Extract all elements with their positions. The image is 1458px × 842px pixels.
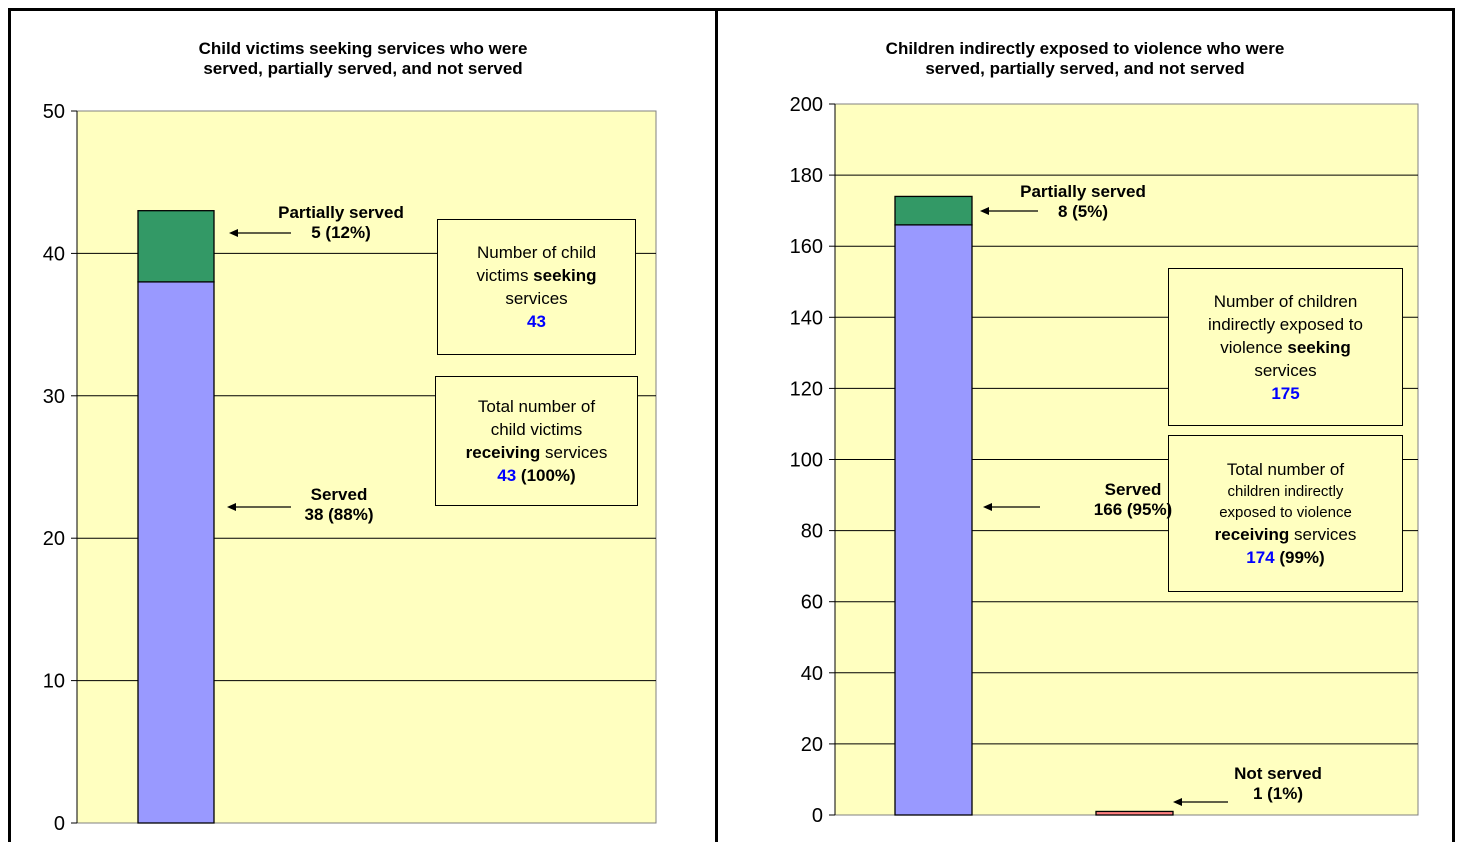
bar-segment-served — [894, 224, 973, 816]
chart-panel-child-victims: Child victims seeking services who were … — [8, 8, 718, 842]
seeking-count: 43 — [527, 312, 546, 331]
y-tick-label: 0 — [54, 813, 65, 835]
receiving-services-box: Total number of children indirectly expo… — [1168, 435, 1403, 592]
y-tick-label: 160 — [790, 236, 823, 258]
chart-title-line-2: served, partially served, and not served — [203, 59, 523, 78]
served-annotation: Served 166 (95%) — [1093, 480, 1173, 519]
bar-segment-served — [137, 281, 215, 824]
box-line: child victims — [490, 420, 583, 439]
y-tick-label: 20 — [43, 528, 65, 550]
chart-title-line-1: Child victims seeking services who were — [198, 39, 528, 58]
partially-served-annotation: Partially served 5 (12%) — [278, 203, 404, 242]
receiving-services-box: Total number of child victims receiving … — [435, 376, 638, 506]
box-line: exposed to violence — [1219, 504, 1352, 521]
annotation-arrow-head — [227, 503, 236, 511]
annotation-arrow-head — [983, 503, 992, 511]
chart-panel-indirectly-exposed: Children indirectly exposed to violence … — [715, 8, 1455, 842]
chart-title: Children indirectly exposed to violence … — [718, 39, 1452, 79]
y-tick-label: 60 — [801, 592, 823, 614]
box-line: 174 (99%) — [1246, 548, 1325, 567]
box-line: Number of children — [1213, 291, 1358, 311]
y-tick-label: 30 — [43, 386, 65, 408]
chart-title: Child victims seeking services who were … — [11, 39, 715, 79]
box-line: Number of child — [476, 243, 597, 262]
bar-segment-not-served — [1095, 810, 1174, 816]
y-tick-label: 20 — [801, 734, 823, 756]
box-line: indirectly exposed to — [1208, 314, 1363, 334]
box-line: Total number of — [1226, 460, 1345, 479]
annotation-arrow-head — [980, 207, 989, 215]
seeking-count: 175 — [1271, 383, 1300, 403]
chart-svg: 0 20 40 60 80 100 120 140 160 180 200 — [790, 94, 1419, 827]
y-tick-label: 140 — [790, 307, 823, 329]
seeking-services-box: Number of children indirectly exposed to… — [1168, 268, 1403, 426]
box-line: children indirectly — [1227, 483, 1344, 500]
y-tick-label: 40 — [43, 243, 65, 265]
annotation-arrow-head — [229, 229, 238, 237]
chart-title-line-2: served, partially served, and not served — [925, 59, 1245, 78]
box-line: services — [1254, 360, 1317, 380]
chart-title-line-1: Children indirectly exposed to violence … — [885, 39, 1285, 58]
y-tick-label: 100 — [790, 450, 823, 472]
seeking-services-box: Number of child victims seeking services… — [437, 219, 636, 355]
box-line: 43 (100%) — [497, 466, 576, 485]
y-tick-label: 180 — [790, 165, 823, 187]
box-line: services — [505, 289, 568, 308]
not-served-annotation: Not served 1 (1%) — [1234, 764, 1322, 803]
box-line: receiving services — [1214, 525, 1357, 544]
y-tick-label: 10 — [43, 671, 65, 693]
box-line: receiving services — [465, 443, 608, 462]
box-line: violence seeking — [1220, 337, 1351, 357]
y-tick-label: 80 — [801, 521, 823, 543]
y-tick-label: 200 — [790, 94, 823, 116]
y-tick-label: 0 — [812, 805, 823, 827]
served-annotation: Served 38 (88%) — [304, 485, 374, 524]
bar-segment-partially-served — [137, 210, 215, 283]
y-tick-label: 50 — [43, 101, 65, 123]
bar-segment-partially-served — [894, 195, 973, 226]
box-line: victims seeking — [476, 266, 597, 285]
partially-served-annotation: Partially served 8 (5%) — [1020, 182, 1146, 221]
box-line: Total number of — [477, 397, 596, 416]
annotation-arrow-head — [1173, 798, 1182, 806]
y-tick-label: 120 — [790, 378, 823, 400]
y-tick-label: 40 — [801, 663, 823, 685]
